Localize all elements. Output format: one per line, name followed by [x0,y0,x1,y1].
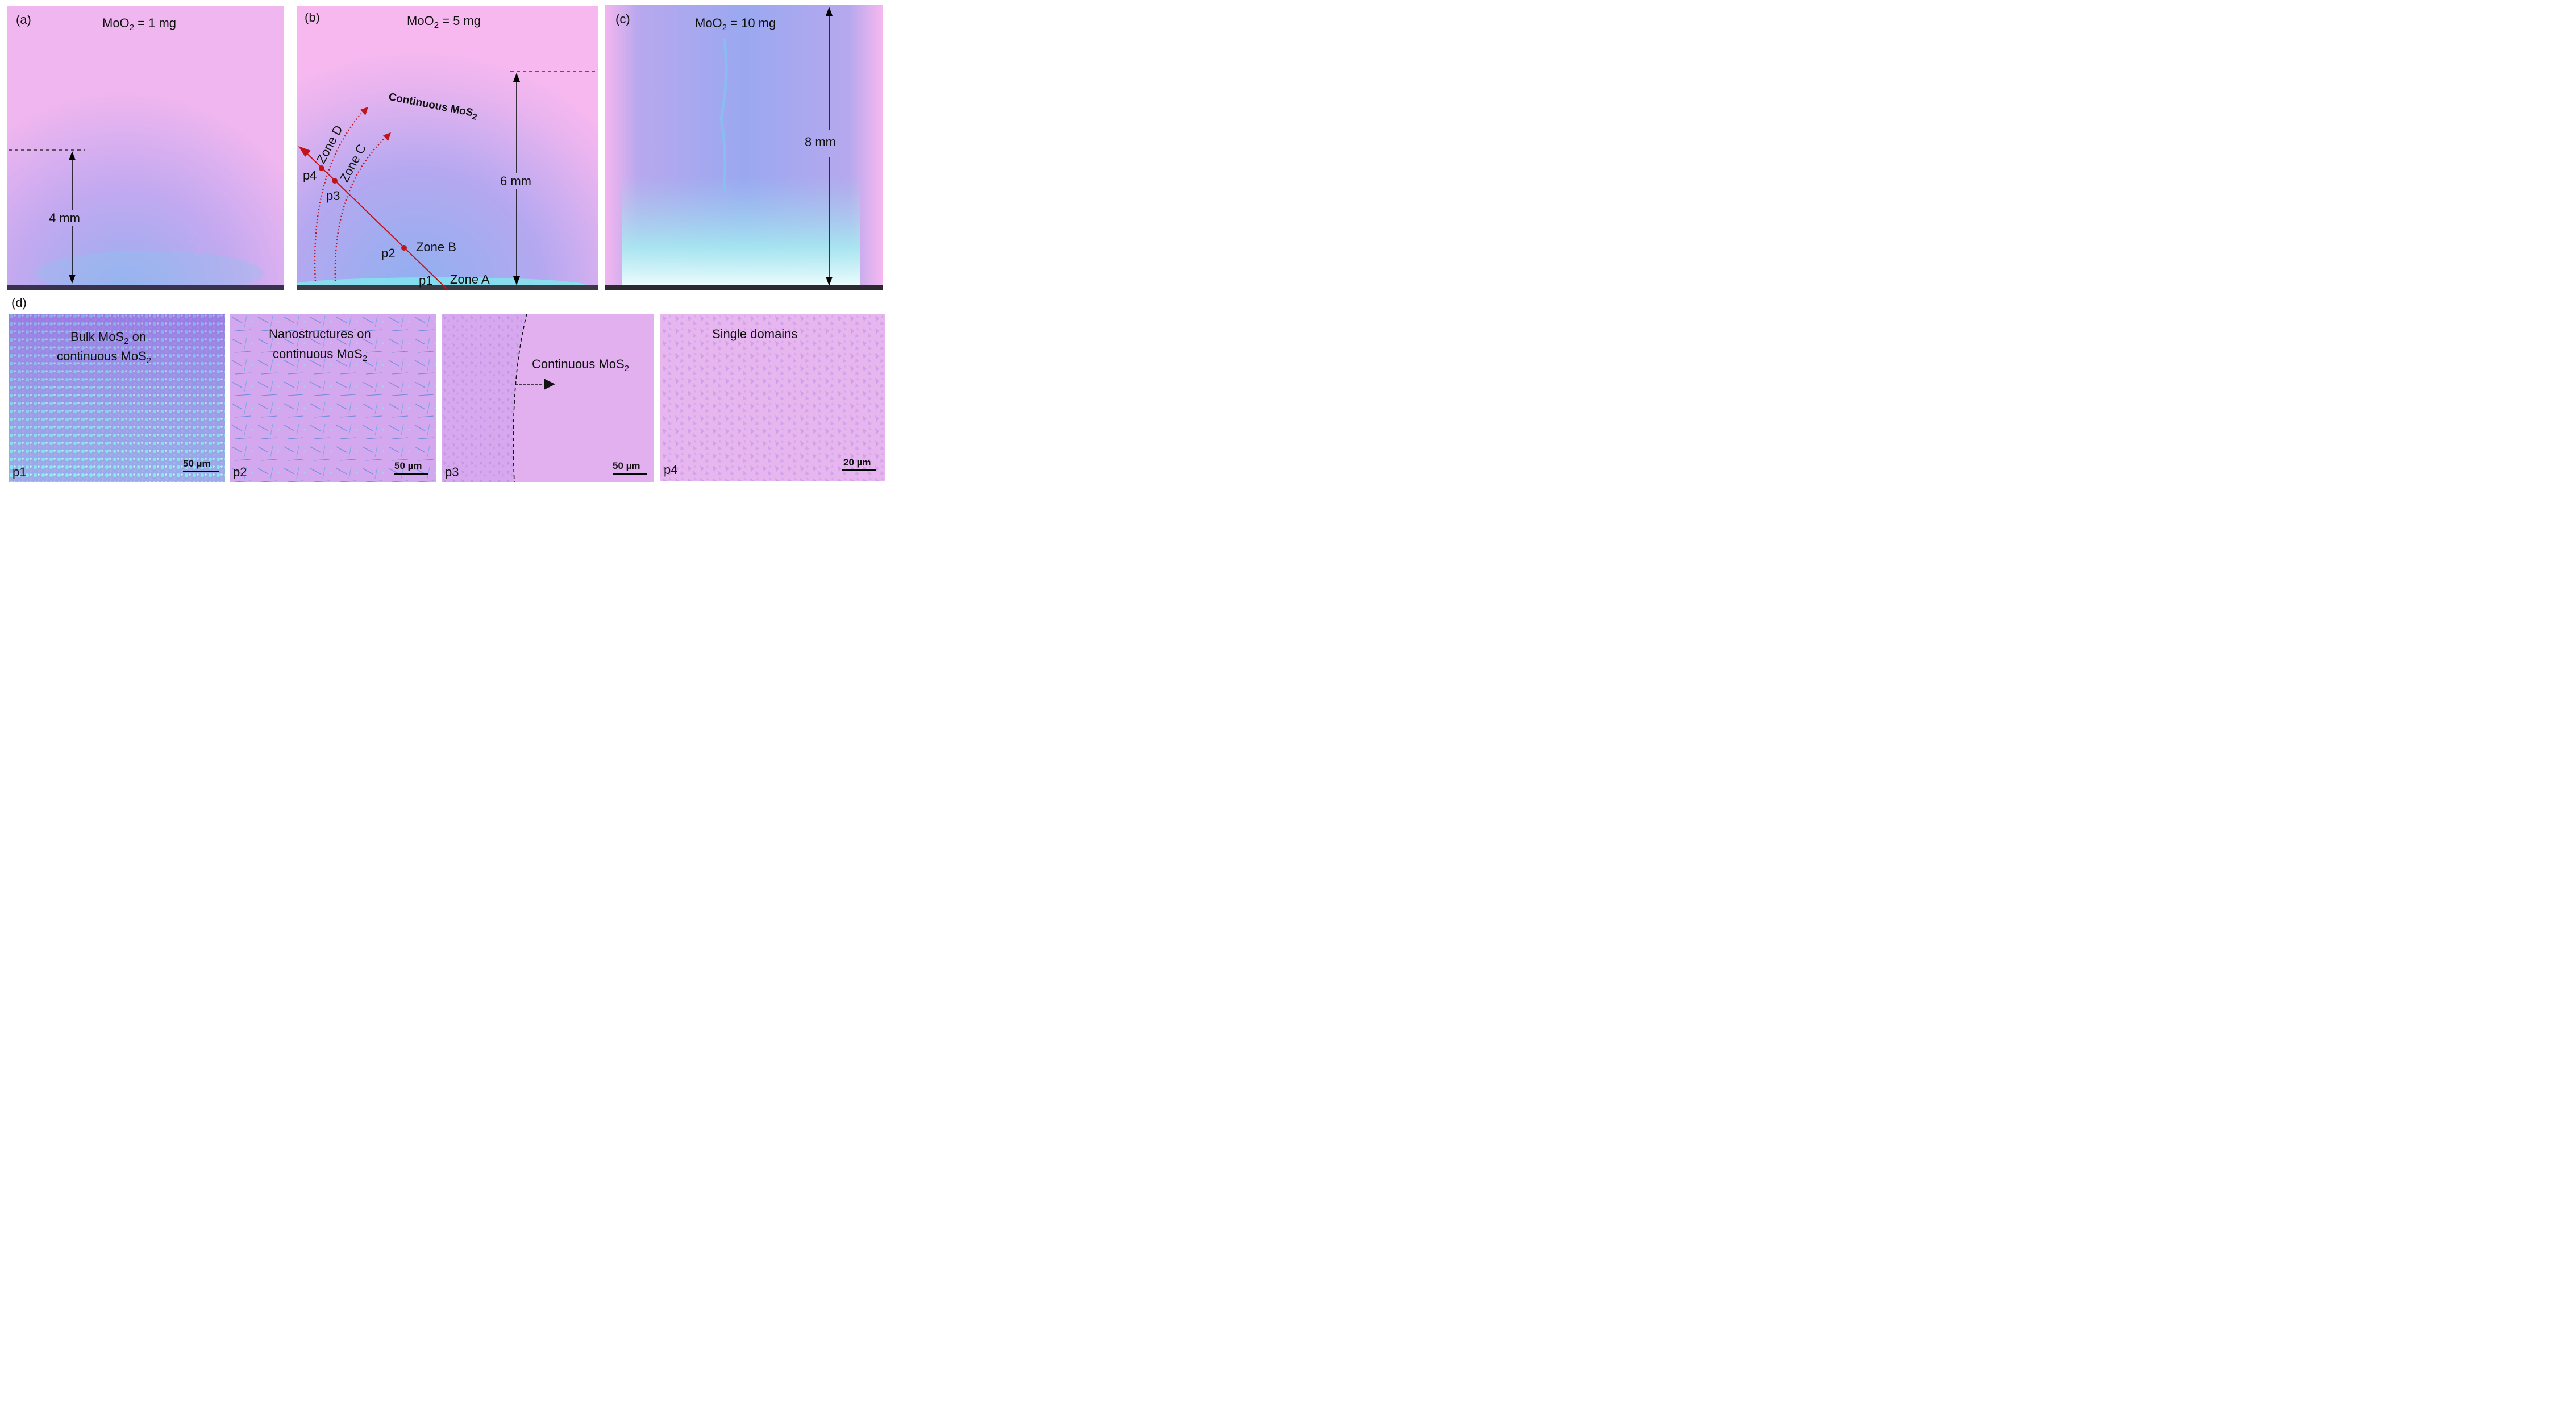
p4-label: p4 [303,168,317,182]
panel-c-image [605,5,883,290]
micrograph-p4-texture [660,314,885,481]
p3-scale-label: 50 µm [613,460,640,471]
zone-b-label: Zone B [416,240,456,254]
panel-c-annotations [826,7,833,286]
p2-scale-label: 50 µm [394,460,422,471]
panel-d-label: (d) [11,296,27,310]
panel-b-height-label: 6 mm [500,174,531,188]
p2-caption-line2: continuous MoS2 [273,347,368,363]
p1-id-label: p1 [13,465,27,479]
panel-c-photo [605,5,883,290]
micrograph-p4 [660,314,885,481]
p4-scale-bar [842,469,876,471]
panel-a-photo [7,6,284,290]
panel-b-image [297,6,598,290]
panel-b-label: (b) [305,10,320,24]
panel-c-label: (c) [615,12,630,26]
panel-b-annotations [298,71,598,289]
micrograph-p3 [442,314,654,482]
panel-a-height-label: 4 mm [49,211,80,225]
micrograph-p2-texture [230,314,436,482]
p2-id-label: p2 [233,465,247,479]
panel-a-image [7,6,284,290]
p3-caption-line1: Continuous MoS2 [532,357,629,373]
panel-b-photo [297,6,598,290]
panel-a-title: MoO2 = 1 mg [102,16,177,32]
panel-c-height-label: 8 mm [805,135,836,149]
panel-a-annotations [9,149,85,284]
p1-caption-line2: continuous MoS2 [57,349,152,365]
p2-point [401,245,407,251]
panel-b-title: MoO2 = 5 mg [407,14,481,30]
p2-scale-bar [394,473,428,475]
zone-a-label: Zone A [450,272,490,286]
p4-point [319,165,324,171]
p1-label: p1 [419,273,433,288]
micrograph-p1-texture [9,314,225,482]
panel-a-label: (a) [16,13,31,27]
p2-label: p2 [381,246,396,260]
p3-point [332,178,338,184]
p4-caption-line1: Single domains [712,327,798,341]
micrograph-p2 [230,314,436,482]
p2-caption-line1: Nanostructures on [269,327,371,341]
p3-id-label: p3 [445,465,459,479]
p4-id-label: p4 [664,463,678,477]
p3-scale-bar [613,473,647,475]
p3-label: p3 [326,189,340,203]
micrograph-p3-texture [442,314,654,482]
p1-caption-line1: Bulk MoS2 on [70,330,147,346]
panel-c-title: MoO2 = 10 mg [695,16,776,32]
micrograph-p1 [9,314,225,482]
p4-scale-label: 20 µm [843,457,871,468]
p1-scale-label: 50 µm [183,458,211,469]
p1-scale-bar [183,471,219,472]
